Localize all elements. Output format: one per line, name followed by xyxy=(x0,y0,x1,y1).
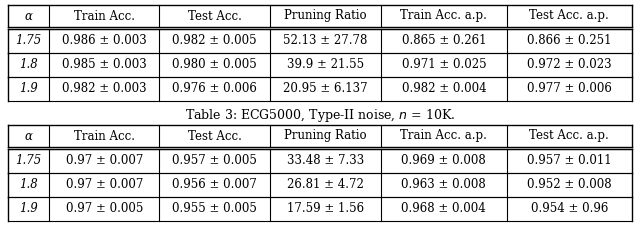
Bar xyxy=(8,77,632,101)
Text: 0.969 ± 0.008: 0.969 ± 0.008 xyxy=(401,154,486,168)
Text: 52.13 ± 27.78: 52.13 ± 27.78 xyxy=(284,35,367,47)
Bar xyxy=(8,5,632,27)
Text: 0.977 ± 0.006: 0.977 ± 0.006 xyxy=(527,82,612,95)
Text: 0.97 ± 0.007: 0.97 ± 0.007 xyxy=(65,154,143,168)
Text: 0.954 ± 0.96: 0.954 ± 0.96 xyxy=(531,203,608,215)
Text: 0.971 ± 0.025: 0.971 ± 0.025 xyxy=(401,59,486,71)
Text: 0.957 ± 0.005: 0.957 ± 0.005 xyxy=(172,154,257,168)
Text: 0.982 ± 0.004: 0.982 ± 0.004 xyxy=(401,82,486,95)
Text: 0.97 ± 0.007: 0.97 ± 0.007 xyxy=(65,179,143,192)
Text: 0.963 ± 0.008: 0.963 ± 0.008 xyxy=(401,179,486,192)
Text: 0.976 ± 0.006: 0.976 ± 0.006 xyxy=(172,82,257,95)
Text: 0.985 ± 0.003: 0.985 ± 0.003 xyxy=(62,59,147,71)
Text: 0.980 ± 0.005: 0.980 ± 0.005 xyxy=(172,59,257,71)
Text: 17.59 ± 1.56: 17.59 ± 1.56 xyxy=(287,203,364,215)
Text: α: α xyxy=(24,129,33,142)
Text: 1.9: 1.9 xyxy=(19,82,38,95)
Bar xyxy=(8,125,632,147)
Text: 0.968 ± 0.004: 0.968 ± 0.004 xyxy=(401,203,486,215)
Text: 1.75: 1.75 xyxy=(15,35,42,47)
Text: 33.48 ± 7.33: 33.48 ± 7.33 xyxy=(287,154,364,168)
Text: 0.97 ± 0.005: 0.97 ± 0.005 xyxy=(65,203,143,215)
Text: 0.972 ± 0.023: 0.972 ± 0.023 xyxy=(527,59,612,71)
Text: Pruning Ratio: Pruning Ratio xyxy=(284,9,367,23)
Text: 1.8: 1.8 xyxy=(19,59,38,71)
Text: 1.8: 1.8 xyxy=(19,179,38,192)
Text: Train Acc.: Train Acc. xyxy=(74,129,135,142)
Bar xyxy=(8,149,632,173)
Text: 26.81 ± 4.72: 26.81 ± 4.72 xyxy=(287,179,364,192)
Text: 0.952 ± 0.008: 0.952 ± 0.008 xyxy=(527,179,612,192)
Text: 0.982 ± 0.005: 0.982 ± 0.005 xyxy=(172,35,257,47)
Text: Train Acc. a.p.: Train Acc. a.p. xyxy=(401,9,487,23)
Bar xyxy=(8,29,632,53)
Text: Test Acc. a.p.: Test Acc. a.p. xyxy=(529,129,609,142)
Text: Train Acc.: Train Acc. xyxy=(74,9,135,23)
Text: Test Acc.: Test Acc. xyxy=(188,9,241,23)
Text: 20.95 ± 6.137: 20.95 ± 6.137 xyxy=(283,82,368,95)
Text: 0.866 ± 0.251: 0.866 ± 0.251 xyxy=(527,35,612,47)
Text: Pruning Ratio: Pruning Ratio xyxy=(284,129,367,142)
Text: 0.865 ± 0.261: 0.865 ± 0.261 xyxy=(401,35,486,47)
Text: 1.75: 1.75 xyxy=(15,154,42,168)
Text: α: α xyxy=(24,9,33,23)
Text: Test Acc.: Test Acc. xyxy=(188,129,241,142)
Text: 0.982 ± 0.003: 0.982 ± 0.003 xyxy=(62,82,147,95)
Text: 0.986 ± 0.003: 0.986 ± 0.003 xyxy=(62,35,147,47)
Text: 39.9 ± 21.55: 39.9 ± 21.55 xyxy=(287,59,364,71)
Bar xyxy=(8,197,632,221)
Text: Train Acc. a.p.: Train Acc. a.p. xyxy=(401,129,487,142)
Text: Table 3: ECG5000, Type-II noise, $n$ = 10K.: Table 3: ECG5000, Type-II noise, $n$ = 1… xyxy=(185,107,455,124)
Text: 0.957 ± 0.011: 0.957 ± 0.011 xyxy=(527,154,612,168)
Text: 0.955 ± 0.005: 0.955 ± 0.005 xyxy=(172,203,257,215)
Text: 0.956 ± 0.007: 0.956 ± 0.007 xyxy=(172,179,257,192)
Bar xyxy=(8,173,632,197)
Bar xyxy=(8,53,632,77)
Text: 1.9: 1.9 xyxy=(19,203,38,215)
Text: Test Acc. a.p.: Test Acc. a.p. xyxy=(529,9,609,23)
